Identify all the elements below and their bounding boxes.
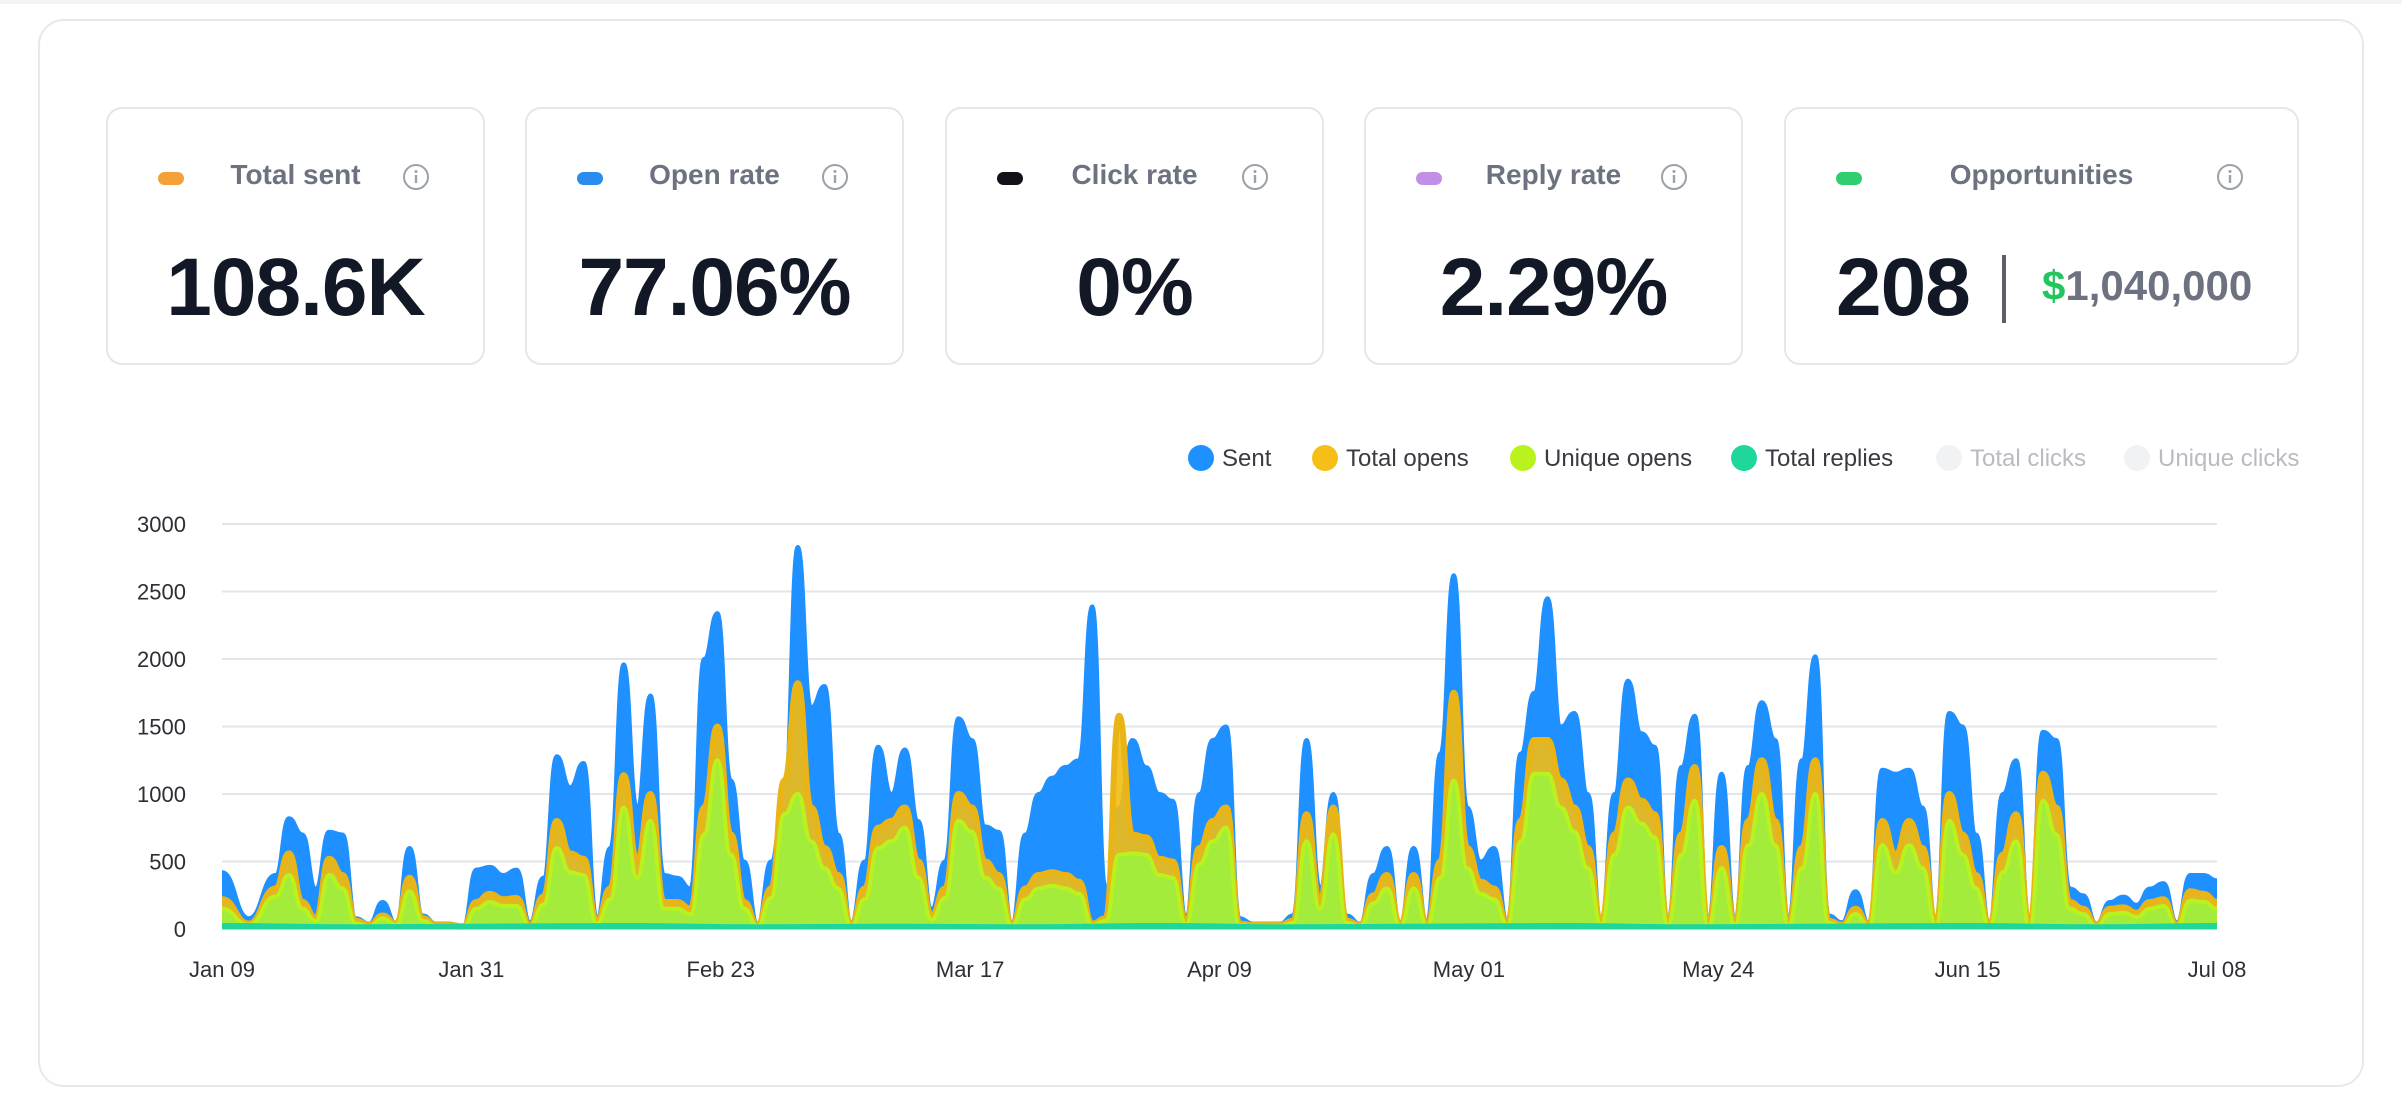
chart-series-unique-opens-area [222, 760, 2217, 929]
y-tick-label: 3000 [137, 512, 186, 537]
stat-card-reply-rate[interactable]: Reply rate 2.29% [1364, 107, 1743, 365]
x-tick-label: Jan 09 [189, 957, 255, 982]
stat-card-header: Total sent [108, 157, 483, 197]
legend-label: Sent [1222, 445, 1272, 472]
x-tick-label: May 24 [1682, 957, 1754, 982]
info-icon[interactable] [1240, 162, 1270, 192]
series-swatch [577, 172, 603, 185]
series-swatch [158, 172, 184, 185]
stat-card-open-rate[interactable]: Open rate 77.06% [525, 107, 904, 365]
opportunities-count: 208 [1836, 242, 1971, 333]
stat-card-title: Reply rate [1485, 159, 1622, 190]
x-tick-label: Feb 23 [687, 957, 756, 982]
series-swatch [1836, 172, 1862, 185]
y-tick-label: 1000 [137, 782, 186, 807]
y-tick-label: 2000 [137, 647, 186, 672]
currency-symbol: $ [2042, 262, 2066, 309]
legend-dot [1510, 445, 1536, 471]
stat-card-header: Click rate [947, 157, 1322, 197]
y-tick-label: 500 [149, 850, 186, 875]
stat-card-title: Total sent [230, 159, 361, 190]
legend-label: Unique clicks [2158, 445, 2300, 472]
legend-dot [1936, 445, 1962, 471]
stat-card-opportunities[interactable]: Opportunities 208 $1,040,000 [1784, 107, 2299, 365]
stat-card-title: Open rate [649, 159, 780, 190]
opportunities-value: $1,040,000 [2042, 265, 2252, 307]
legend-label: Unique opens [1544, 445, 1693, 472]
stat-card-header: Reply rate [1366, 157, 1741, 197]
legend-label: Total replies [1765, 445, 1894, 472]
info-icon[interactable] [401, 162, 431, 192]
x-tick-label: Jul 08 [2188, 957, 2247, 982]
info-icon[interactable] [2215, 162, 2245, 192]
x-tick-label: Apr 09 [1187, 957, 1252, 982]
stat-card-title: Click rate [1071, 159, 1198, 190]
chart-series-total-replies-line [221, 922, 2218, 929]
x-tick-label: Jan 31 [438, 957, 504, 982]
value-divider [2002, 255, 2006, 323]
y-tick-label: 0 [174, 917, 186, 942]
x-tick-label: Jun 15 [1935, 957, 2001, 982]
x-tick-label: May 01 [1433, 957, 1505, 982]
stat-card-header: Opportunities [1786, 157, 2297, 197]
legend-dot [1312, 445, 1338, 471]
legend-label: Total clicks [1970, 445, 2087, 472]
series-swatch [1416, 172, 1442, 185]
top-divider [0, 0, 2402, 4]
y-tick-label: 1500 [137, 715, 186, 740]
stat-card-click-rate[interactable]: Click rate 0% [945, 107, 1324, 365]
opportunities-amount: 1,040,000 [2065, 262, 2253, 309]
legend-dot [2124, 445, 2150, 471]
info-icon[interactable] [820, 162, 850, 192]
info-icon[interactable] [1659, 162, 1689, 192]
legend-dot [1731, 445, 1757, 471]
x-tick-label: Mar 17 [936, 957, 1004, 982]
series-swatch [997, 172, 1023, 185]
stat-card-value: 0% [1076, 242, 1194, 333]
stat-card-value: 108.6K [166, 242, 425, 333]
legend-label: Total opens [1346, 445, 1469, 472]
stat-card-value: 77.06% [578, 242, 851, 333]
stat-card-total-sent[interactable]: Total sent 108.6K [106, 107, 485, 365]
stat-card-header: Open rate [527, 157, 902, 197]
stat-card-title: Opportunities [1949, 159, 2134, 190]
legend-dot [1188, 445, 1214, 471]
y-tick-label: 2500 [137, 580, 186, 605]
stat-card-value: 2.29% [1439, 242, 1669, 333]
